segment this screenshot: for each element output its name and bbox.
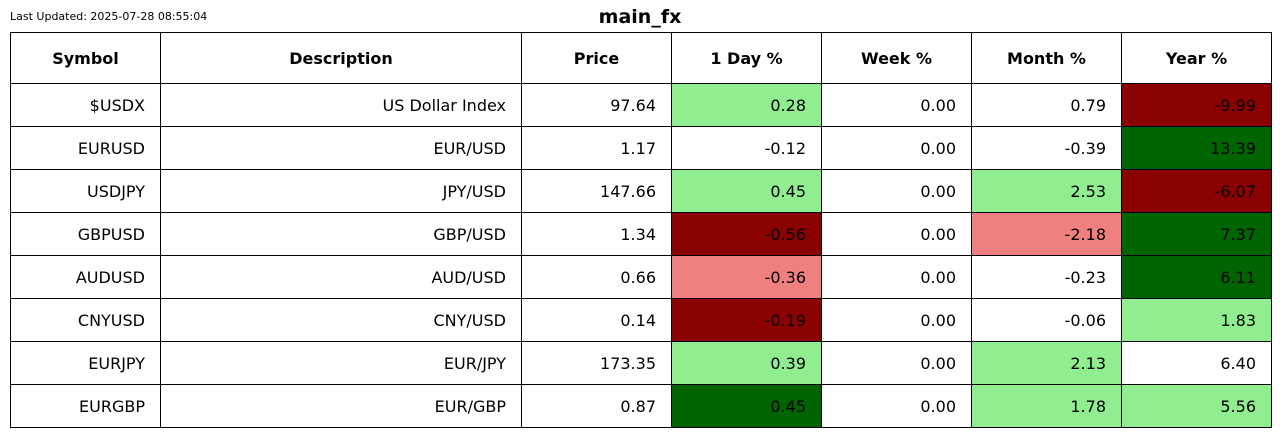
symbol-cell: CNYUSD <box>10 298 161 342</box>
year-pct-cell: 13.39 <box>1121 126 1272 170</box>
day-pct-cell: -0.56 <box>671 212 822 256</box>
week-pct-cell: 0.00 <box>821 169 972 213</box>
column-header-price: Price <box>521 32 672 84</box>
header-row: Symbol Description Price 1 Day % Week % … <box>10 32 1272 84</box>
year-pct-cell: 1.83 <box>1121 298 1272 342</box>
column-header-symbol: Symbol <box>10 32 161 84</box>
column-header-1-day-pct: 1 Day % <box>671 32 822 84</box>
price-cell: 0.14 <box>521 298 672 342</box>
week-pct-cell: 0.00 <box>821 212 972 256</box>
price-cell: 0.66 <box>521 255 672 299</box>
day-pct-cell: 0.45 <box>671 169 822 213</box>
year-pct-cell: -9.99 <box>1121 83 1272 127</box>
table-row: EURGBP EUR/GBP 0.87 0.45 0.00 1.78 5.56 <box>10 384 1272 428</box>
description-cell: JPY/USD <box>160 169 522 213</box>
description-cell: EUR/USD <box>160 126 522 170</box>
month-pct-cell: 2.53 <box>971 169 1122 213</box>
week-pct-cell: 0.00 <box>821 341 972 385</box>
day-pct-cell: 0.45 <box>671 384 822 428</box>
table-row: USDJPY JPY/USD 147.66 0.45 0.00 2.53 -6.07 <box>10 169 1272 213</box>
description-cell: EUR/GBP <box>160 384 522 428</box>
table-row: $USDX US Dollar Index 97.64 0.28 0.00 0.79 -9.… <box>10 83 1272 127</box>
description-cell: GBP/USD <box>160 212 522 256</box>
price-cell: 1.17 <box>521 126 672 170</box>
chart-title: main_fx <box>598 6 682 28</box>
description-cell: EUR/JPY <box>160 341 522 385</box>
column-header-week-pct: Week % <box>821 32 972 84</box>
table-body: $USDX US Dollar Index 97.64 0.28 0.00 0.79 -9.… <box>10 83 1272 428</box>
symbol-cell: $USDX <box>10 83 161 127</box>
month-pct-cell: -0.06 <box>971 298 1122 342</box>
price-cell: 173.35 <box>521 341 672 385</box>
column-header-year-pct: Year % <box>1121 32 1272 84</box>
table-row: GBPUSD GBP/USD 1.34 -0.56 0.00 -2.18 7.37 <box>10 212 1272 256</box>
column-header-month-pct: Month % <box>971 32 1122 84</box>
day-pct-cell: -0.19 <box>671 298 822 342</box>
month-pct-cell: 0.79 <box>971 83 1122 127</box>
price-cell: 1.34 <box>521 212 672 256</box>
week-pct-cell: 0.00 <box>821 126 972 170</box>
month-pct-cell: 1.78 <box>971 384 1122 428</box>
week-pct-cell: 0.00 <box>821 298 972 342</box>
year-pct-cell: 6.11 <box>1121 255 1272 299</box>
month-pct-cell: -2.18 <box>971 212 1122 256</box>
price-cell: 97.64 <box>521 83 672 127</box>
table-row: AUDUSD AUD/USD 0.66 -0.36 0.00 -0.23 6.11 <box>10 255 1272 299</box>
description-cell: US Dollar Index <box>160 83 522 127</box>
week-pct-cell: 0.00 <box>821 384 972 428</box>
column-header-description: Description <box>160 32 522 84</box>
month-pct-cell: 2.13 <box>971 341 1122 385</box>
last-updated-timestamp: Last Updated: 2025-07-28 08:55:04 <box>10 10 208 23</box>
table-row: EURJPY EUR/JPY 173.35 0.39 0.00 2.13 6.40 <box>10 341 1272 385</box>
year-pct-cell: -6.07 <box>1121 169 1272 213</box>
symbol-cell: EURGBP <box>10 384 161 428</box>
year-pct-cell: 6.40 <box>1121 341 1272 385</box>
day-pct-cell: -0.12 <box>671 126 822 170</box>
table-row: EURUSD EUR/USD 1.17 -0.12 0.00 -0.39 13.39 <box>10 126 1272 170</box>
symbol-cell: AUDUSD <box>10 255 161 299</box>
table-row: CNYUSD CNY/USD 0.14 -0.19 0.00 -0.06 1.83 <box>10 298 1272 342</box>
fx-table: Symbol Description Price 1 Day % Week % … <box>10 32 1272 428</box>
price-cell: 147.66 <box>521 169 672 213</box>
symbol-cell: GBPUSD <box>10 212 161 256</box>
symbol-cell: EURJPY <box>10 341 161 385</box>
description-cell: AUD/USD <box>160 255 522 299</box>
day-pct-cell: 0.39 <box>671 341 822 385</box>
week-pct-cell: 0.00 <box>821 83 972 127</box>
price-cell: 0.87 <box>521 384 672 428</box>
symbol-cell: USDJPY <box>10 169 161 213</box>
day-pct-cell: -0.36 <box>671 255 822 299</box>
day-pct-cell: 0.28 <box>671 83 822 127</box>
year-pct-cell: 5.56 <box>1121 384 1272 428</box>
description-cell: CNY/USD <box>160 298 522 342</box>
week-pct-cell: 0.00 <box>821 255 972 299</box>
year-pct-cell: 7.37 <box>1121 212 1272 256</box>
symbol-cell: EURUSD <box>10 126 161 170</box>
month-pct-cell: -0.39 <box>971 126 1122 170</box>
month-pct-cell: -0.23 <box>971 255 1122 299</box>
